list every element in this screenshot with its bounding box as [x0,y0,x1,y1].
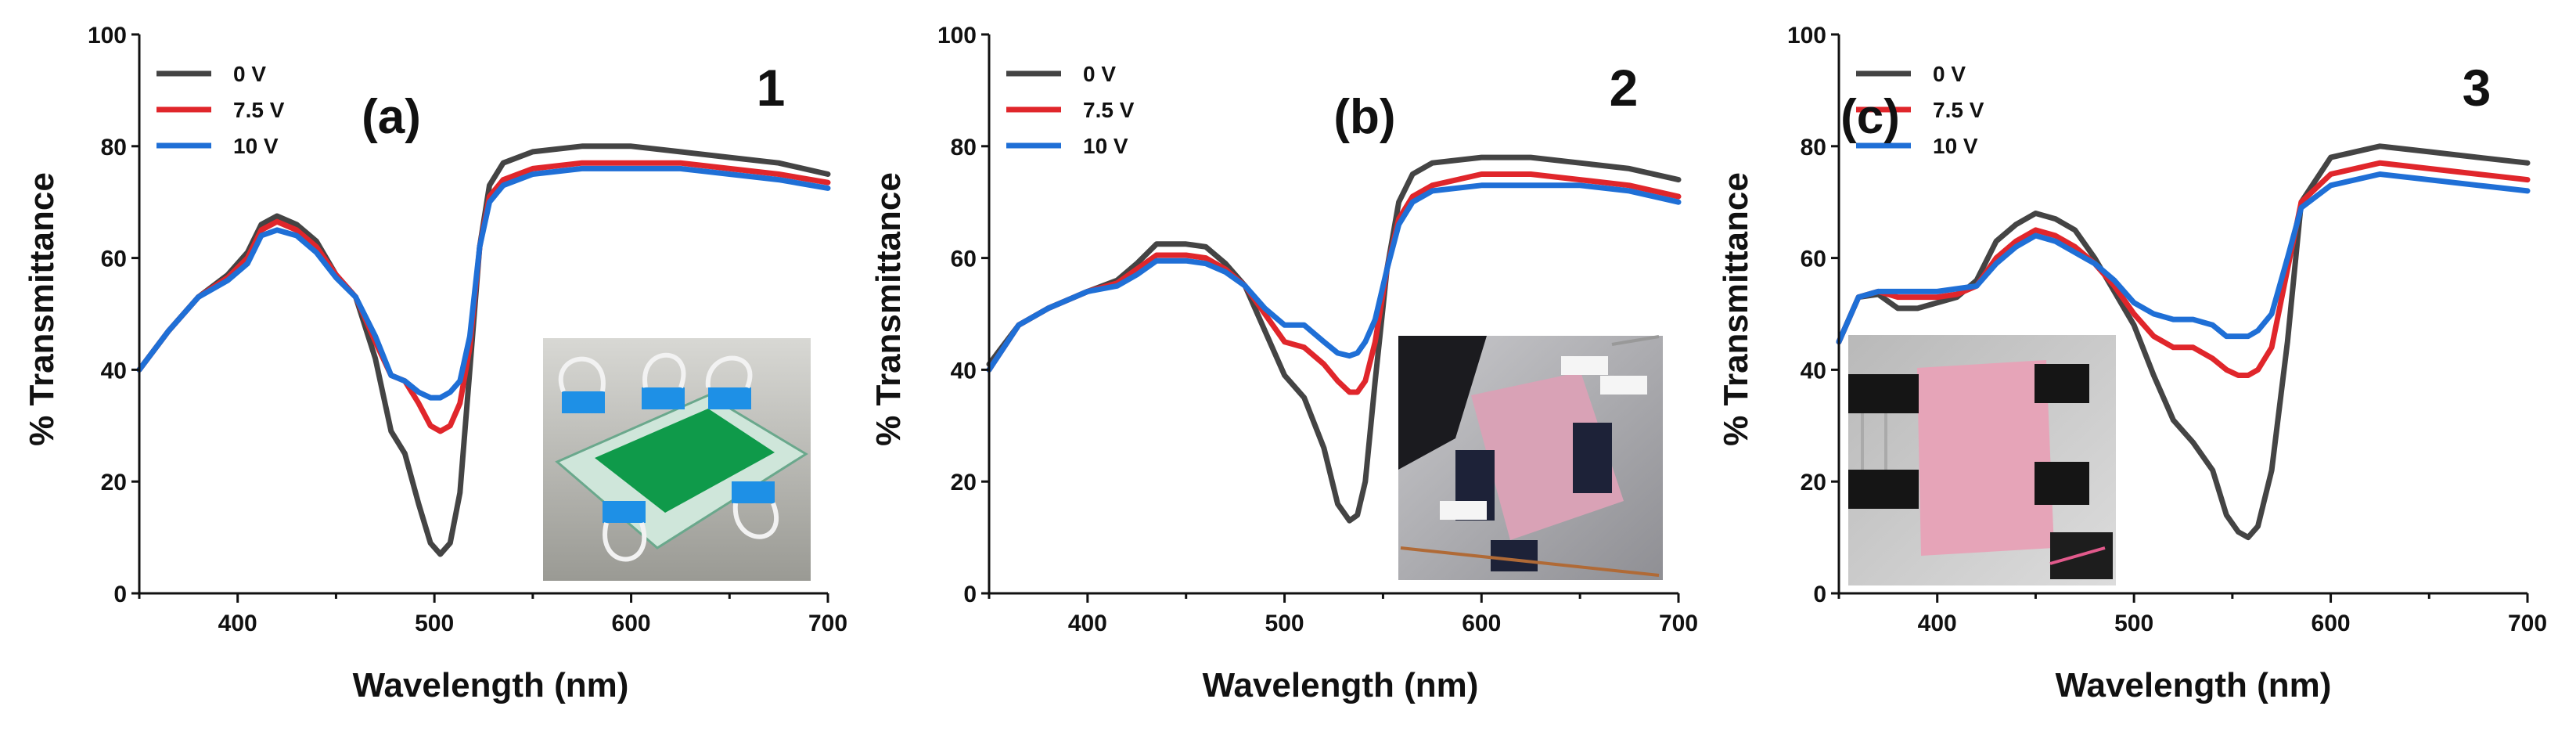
y-tick-label: 80 [951,135,977,160]
x-tick-label: 400 [1068,611,1107,636]
legend-label: 7.5 V [1933,98,1984,122]
y-tick-label: 60 [101,247,127,272]
x-tick-label: 500 [2114,611,2153,636]
legend-label: 0 V [1933,62,1966,86]
x-axis-title: Wavelength (nm) [353,666,629,704]
x-tick-label: 700 [2508,611,2547,636]
legend-label: 10 V [233,134,279,158]
series-line-7-5-v-v [986,171,1682,395]
y-tick-label: 40 [951,358,977,384]
inset-photo-green-device [543,338,811,581]
y-tick-label: 40 [101,358,127,384]
legend-label: 10 V [1083,134,1128,158]
x-tick-label: 700 [808,611,847,636]
legend-label: 10 V [1933,134,1978,158]
y-tick-label: 20 [951,470,977,495]
y-axis-title: % Transmittance [869,172,908,446]
series-line-10-v-v [136,165,831,401]
x-tick-label: 500 [1265,611,1304,636]
x-tick-label: 600 [1462,611,1501,636]
chart-panel-c: 0 20 40 60 80 100 400 500 600 700 0 V 7.5 V 10 V (c… [1717,23,2547,704]
legend-label: 0 V [1083,62,1116,86]
y-tick-label: 60 [1801,247,1826,272]
panel-number: 3 [2463,59,2491,117]
inset-photo-clamped-device [1848,335,2116,585]
legend-label: 7.5 V [233,98,285,122]
series-line-10-v-v [1836,171,2531,345]
y-tick-label: 100 [937,23,977,49]
x-tick-label: 400 [1918,611,1957,636]
x-tick-label: 500 [415,611,454,636]
y-tick-label: 0 [1813,582,1826,607]
panel-number: 1 [757,59,786,117]
series-line-10-v-v [986,182,1682,373]
panel-label: (a) [362,90,421,144]
x-axis-title: Wavelength (nm) [1203,666,1479,704]
x-tick-label: 600 [612,611,651,636]
y-axis-title: % Transmittance [1717,172,1755,446]
y-tick-label: 20 [1801,470,1826,495]
y-tick-label: 0 [113,582,127,607]
inset-photo-pink-device [1398,335,1663,580]
chart-panel-b: 0 20 40 60 80 100 400 500 600 700 0 V 7.5 V 10 V (b… [869,23,1698,704]
series-line-0-v-v [986,154,1682,524]
panel-label: (b) [1333,90,1395,144]
x-tick-label: 400 [218,611,257,636]
y-tick-label: 100 [1787,23,1826,49]
y-tick-label: 80 [1801,135,1826,160]
chart-panel-a: 0 20 40 60 80 100 400 500 600 700 0 V 7.5 V 10 V (a… [23,23,847,704]
panel-number: 2 [1610,59,1639,117]
legend-label: 7.5 V [1083,98,1135,122]
y-axis-title: % Transmittance [23,172,61,446]
x-axis-title: Wavelength (nm) [2056,666,2332,704]
x-tick-label: 700 [1659,611,1698,636]
y-tick-label: 20 [101,470,127,495]
y-tick-label: 60 [951,247,977,272]
y-tick-label: 80 [101,135,127,160]
panel-label: (c) [1840,90,1900,144]
y-tick-label: 0 [963,582,977,607]
x-tick-label: 600 [2312,611,2351,636]
y-tick-label: 100 [88,23,127,49]
legend-label: 0 V [233,62,266,86]
y-tick-label: 40 [1801,358,1826,384]
